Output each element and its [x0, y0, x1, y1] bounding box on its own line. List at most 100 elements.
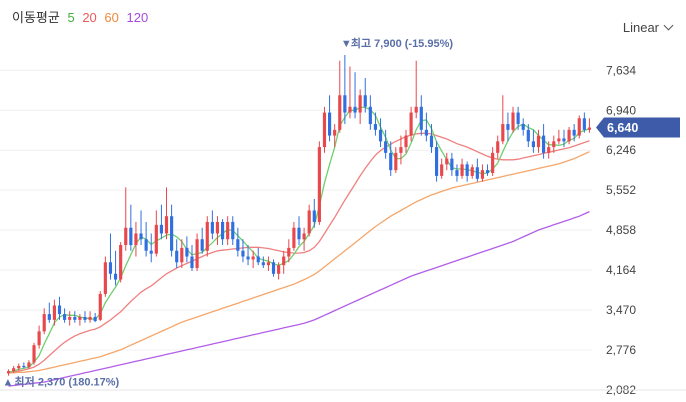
candle-body — [353, 106, 357, 113]
ma60-line — [8, 151, 590, 374]
candle-body — [256, 256, 260, 263]
candle-body — [246, 256, 250, 260]
legend-ma120: 120 — [126, 10, 149, 25]
candle-body — [236, 239, 240, 251]
candle-body — [429, 135, 434, 148]
candle-body — [557, 138, 561, 142]
candle-body — [542, 135, 546, 153]
candle-body — [399, 147, 403, 153]
candle-body — [419, 106, 423, 130]
candle-body — [113, 273, 118, 280]
chevron-down-icon — [663, 20, 674, 31]
candle-body — [536, 135, 541, 148]
candle-body — [297, 227, 301, 240]
candle-body — [6, 371, 11, 374]
y-tick-label: 6,246 — [606, 143, 636, 157]
candle-body — [124, 227, 128, 246]
legend-title: 이동평균 — [12, 10, 60, 25]
candle-body — [52, 305, 56, 320]
candle-body — [200, 239, 204, 251]
scale-mode-label: Linear — [622, 20, 659, 35]
candle-body — [394, 152, 398, 171]
candle-body — [282, 256, 286, 266]
legend-ma60: 60 — [104, 10, 119, 25]
candle-body — [455, 170, 459, 176]
candle-body — [384, 141, 388, 153]
candle-body — [317, 147, 321, 222]
candle-body — [88, 316, 92, 320]
low-price-annotation: 최저 2,370 (180.17%) — [15, 375, 120, 389]
candle-body — [475, 167, 479, 179]
candle-body — [485, 170, 490, 174]
candle-body — [103, 262, 107, 294]
candle-body — [470, 167, 474, 176]
candle-body — [389, 152, 393, 171]
legend-ma5: 5 — [67, 10, 75, 25]
low-marker-icon: ▲ — [3, 377, 14, 389]
candle-body — [215, 221, 220, 234]
candle-body — [261, 262, 265, 266]
candle-body — [12, 368, 16, 372]
candle-body — [526, 129, 530, 142]
candle-body — [287, 247, 291, 257]
candle-body — [129, 227, 133, 246]
candle-body — [27, 362, 31, 368]
candle-body — [333, 129, 337, 136]
y-tick-label: 4,164 — [606, 263, 636, 277]
candle-body — [73, 316, 77, 320]
candle-body — [435, 147, 439, 176]
candle-body — [373, 124, 378, 130]
candle-body — [149, 250, 153, 254]
candle-body — [220, 221, 225, 240]
current-price-badge — [596, 117, 680, 138]
candle-body — [63, 314, 67, 320]
candle-body — [42, 314, 46, 332]
candle-body — [119, 245, 123, 280]
scale-mode-dropdown[interactable]: Linear — [622, 20, 674, 35]
candle-body — [424, 129, 428, 136]
candle-body — [37, 331, 41, 346]
candle-body — [450, 158, 454, 171]
candle-body — [363, 95, 367, 107]
candle-body — [251, 256, 255, 260]
candle-body — [440, 164, 444, 176]
candle-body — [154, 224, 158, 254]
candle-body — [93, 316, 97, 322]
candle-body — [506, 124, 510, 130]
candle-body — [327, 112, 332, 136]
candle-body — [587, 127, 592, 130]
candle-body — [307, 210, 311, 234]
candle-body — [17, 365, 21, 369]
candle-body — [343, 95, 347, 113]
candle-body — [552, 141, 556, 148]
candle-body — [226, 221, 230, 240]
candle-body — [185, 247, 189, 257]
candle-body — [159, 224, 163, 234]
candle-body — [170, 216, 174, 251]
candle-body — [582, 118, 586, 130]
candle-body — [302, 233, 306, 240]
y-tick-label: 7,634 — [606, 63, 636, 77]
moving-average-legend: 이동평균 5 20 60 120 — [12, 7, 152, 26]
y-tick-label: 6,940 — [606, 103, 636, 117]
candle-body — [271, 262, 276, 274]
candle-body — [98, 293, 102, 320]
current-price-label: 6,640 — [607, 121, 638, 135]
high-price-annotation: 최고 7,900 (-15.95%) — [351, 36, 454, 50]
ma120-line — [8, 211, 590, 387]
candle-body — [47, 314, 51, 320]
candle-body — [378, 129, 383, 142]
candle-body — [32, 345, 36, 363]
candle-body — [205, 221, 209, 251]
candle-body — [292, 227, 296, 248]
candle-body — [414, 106, 418, 113]
candle-body — [277, 265, 281, 274]
candle-body — [491, 152, 495, 174]
legend-ma20: 20 — [82, 10, 97, 25]
candle-body — [348, 106, 352, 113]
candle-body — [338, 95, 342, 130]
candle-body — [57, 305, 62, 315]
candle-body — [368, 106, 372, 125]
